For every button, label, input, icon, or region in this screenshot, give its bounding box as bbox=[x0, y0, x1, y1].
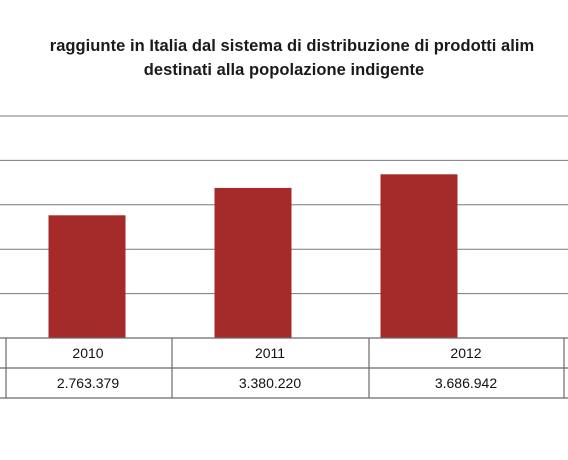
category-label-2010: 2010 bbox=[72, 345, 103, 361]
category-label-2011: 2011 bbox=[255, 345, 285, 361]
data-table: 2010 2011 2012 2.763.379 3.380.220 3.686.942 bbox=[0, 337, 568, 399]
chart-title-line-1: raggiunte in Italia dal sistema di distr… bbox=[49, 37, 535, 55]
value-label-2012: 3.686.942 bbox=[435, 375, 497, 391]
bars bbox=[48, 174, 458, 338]
chart-title: raggiunte in Italia dal sistema di distr… bbox=[0, 34, 568, 82]
bar-2012 bbox=[380, 174, 458, 338]
value-label-2011: 3.380.220 bbox=[239, 375, 301, 391]
bar-2011 bbox=[214, 187, 292, 338]
category-label-2012: 2012 bbox=[450, 345, 481, 361]
bar-2010 bbox=[48, 215, 126, 338]
chart-title-line-2: destinati alla popolazione indigente bbox=[143, 61, 425, 79]
value-label-2010: 2.763.379 bbox=[57, 375, 119, 391]
